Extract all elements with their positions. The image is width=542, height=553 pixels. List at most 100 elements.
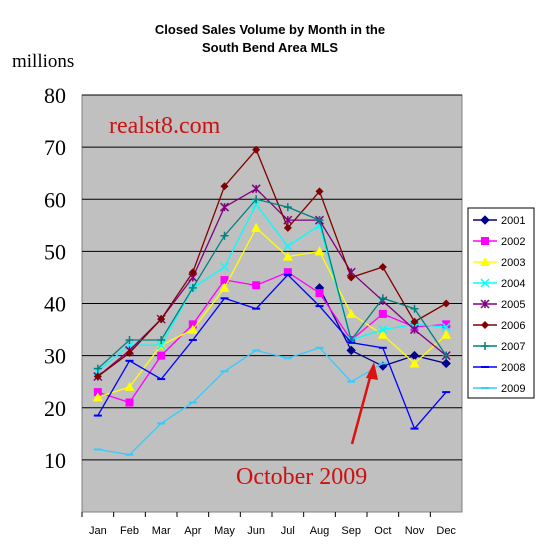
data-point [93,364,102,373]
series-line [97,273,447,430]
data-point [442,351,451,360]
data-point [252,281,261,290]
series-line [97,226,447,398]
data-point [378,309,387,318]
legend: 2001 2002 2003 2004 2005 2006 2007 2008 2009 [473,215,525,395]
x-tick-label: Aug [310,525,330,537]
legend-item-2004: 2004 [473,278,525,290]
legend-marker [481,237,489,245]
legend-item-2008: 2008 [473,362,525,374]
y-axis-ticks: 10 20 30 40 50 60 70 80 [44,83,66,473]
legend-label: 2008 [501,362,525,374]
data-point [442,320,451,329]
legend-label: 2002 [501,236,525,248]
legend-label: 2007 [501,341,525,353]
data-point [283,241,293,251]
data-point [315,187,324,196]
series-lines [92,145,452,456]
x-axis-ticks: Jan Feb Mar Apr May Jun Jul Aug Sep Oct Nov Dec [81,512,456,537]
x-tick-label: Dec [436,525,456,537]
legend-item-2009: 2009 [473,383,525,395]
data-point [157,351,166,360]
legend-item-2002: 2002 [473,236,525,248]
data-point [92,392,103,402]
legend-marker [480,257,490,266]
legend-item-2001: 2001 [473,215,525,227]
y-tick-label: 30 [44,344,66,369]
data-point [156,340,166,350]
legend-marker [481,321,489,329]
series-2009 [93,346,387,456]
legend-marker [480,278,490,288]
data-point [188,320,197,329]
data-point [252,195,261,204]
x-tick-label: May [214,525,235,537]
legend-label: 2003 [501,257,525,269]
y-tick-label: 60 [44,187,66,212]
data-point [283,268,292,277]
data-point [125,335,134,344]
x-tick-label: Jan [89,525,107,537]
legend-item-2003: 2003 [473,257,525,269]
legend-label: 2006 [501,320,525,332]
annotation-text: October 2009 [236,464,367,490]
data-point [410,304,419,313]
legend-item-2006: 2006 [473,320,525,332]
data-point [188,283,197,292]
data-point [441,329,452,339]
y-tick-label: 10 [44,448,66,473]
chart-title-line-2: South Bend Area MLS [202,40,338,55]
data-point [220,276,229,285]
data-point [220,182,229,191]
x-tick-label: Mar [152,525,171,537]
legend-marker [481,342,489,350]
data-point [188,268,197,277]
legend-label: 2001 [501,215,525,227]
x-tick-label: Apr [184,525,201,537]
data-point [347,273,356,282]
legend-marker [480,299,490,309]
series-line [97,347,384,456]
data-point [219,282,230,292]
series-line [97,203,447,372]
y-tick-label: 70 [44,135,66,160]
y-axis-units-label: millions [12,51,74,72]
data-point [410,317,419,326]
data-point [251,184,261,194]
data-point [157,335,166,344]
x-tick-label: Sep [341,525,361,537]
data-point [93,372,102,381]
data-point [314,246,325,256]
y-tick-label: 40 [44,292,66,317]
series-line [97,148,447,378]
y-tick-label: 50 [44,239,66,264]
data-point [219,202,230,212]
data-point [283,223,292,232]
legend-label: 2005 [501,299,525,311]
legend-marker [480,215,490,225]
data-point [378,325,388,335]
data-point [346,345,356,356]
y-tick-label: 20 [44,396,66,421]
legend-label: 2004 [501,278,525,290]
data-point [125,349,134,358]
x-tick-label: Jun [247,525,265,537]
legend-item-2007: 2007 [473,341,525,353]
data-point [251,222,262,232]
data-point [282,251,293,261]
x-tick-label: Oct [374,525,391,537]
data-point [93,388,102,397]
series-2006 [93,145,451,381]
grid-lines [82,94,462,461]
series-line [97,271,447,404]
data-point [124,381,135,391]
data-point [377,329,388,339]
data-point [283,203,292,212]
data-point [220,231,229,240]
data-point [315,289,324,298]
legend-label: 2009 [501,383,525,395]
data-point [442,299,451,308]
series-line [97,198,447,370]
data-point [378,294,387,303]
